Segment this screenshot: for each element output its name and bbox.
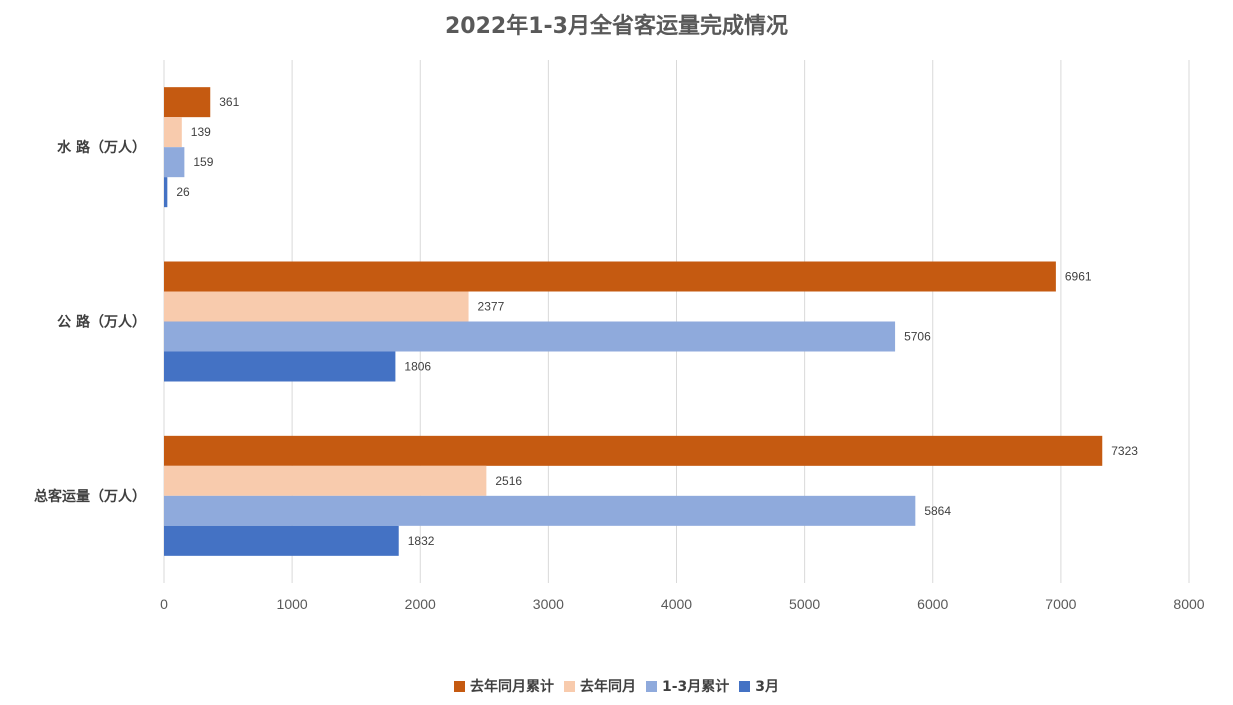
bar <box>164 87 211 118</box>
x-tick-label: 7000 <box>1045 596 1076 612</box>
bar <box>164 177 168 208</box>
legend-item: 去年同月累计 <box>453 676 554 696</box>
x-tick-label: 1000 <box>277 596 308 612</box>
legend-swatch <box>563 680 575 692</box>
bar <box>164 525 399 556</box>
data-label: 2516 <box>495 474 522 488</box>
category-label: 总客运量（万人） <box>34 488 146 505</box>
data-label: 5864 <box>924 504 951 518</box>
data-label: 159 <box>193 155 213 169</box>
x-tick-label: 2000 <box>405 596 436 612</box>
bar <box>164 321 896 352</box>
data-label: 139 <box>191 125 211 139</box>
bar <box>164 147 185 178</box>
category-label: 公 路（万人） <box>57 314 146 331</box>
data-label: 361 <box>219 95 239 109</box>
x-tick-label: 3000 <box>533 596 564 612</box>
legend-label: 去年同月 <box>579 679 636 695</box>
bar <box>164 261 1056 292</box>
x-tick-label: 0 <box>160 596 168 612</box>
legend-swatch <box>453 680 465 692</box>
x-tick-label: 5000 <box>789 596 820 612</box>
legend-label: 3月 <box>755 679 780 695</box>
labels: 0 1000 2000 3000 4000 5000 6000 7000 8000 361 139 1… <box>34 95 1205 612</box>
legend-label: 去年同月累计 <box>469 679 554 695</box>
bar <box>164 465 487 496</box>
bar <box>164 117 182 148</box>
x-tick-label: 6000 <box>917 596 948 612</box>
bar <box>164 351 396 382</box>
x-tick-label: 8000 <box>1173 596 1204 612</box>
data-label: 2377 <box>478 300 505 314</box>
bar <box>164 291 469 322</box>
data-label: 26 <box>176 185 190 199</box>
legend-label: 1-3月累计 <box>661 679 730 695</box>
bar <box>164 435 1103 466</box>
legend: 去年同月累计 去年同月 1-3月累计 3月 <box>0 676 1233 696</box>
data-label: 1806 <box>404 360 431 374</box>
data-label: 1832 <box>408 534 435 548</box>
legend-swatch <box>739 680 751 692</box>
bars <box>164 87 1103 556</box>
legend-item: 3月 <box>739 676 779 696</box>
data-label: 7323 <box>1111 444 1138 458</box>
x-tick-label: 4000 <box>661 596 692 612</box>
legend-item: 去年同月 <box>563 676 636 696</box>
chart-title: 2022年1-3月全省客运量完成情况 <box>445 14 788 39</box>
bar <box>164 495 916 526</box>
data-label: 6961 <box>1065 270 1092 284</box>
legend-item: 1-3月累计 <box>645 676 730 696</box>
category-label: 水 路（万人） <box>57 139 146 156</box>
legend-swatch <box>645 680 657 692</box>
data-label: 5706 <box>904 330 931 344</box>
